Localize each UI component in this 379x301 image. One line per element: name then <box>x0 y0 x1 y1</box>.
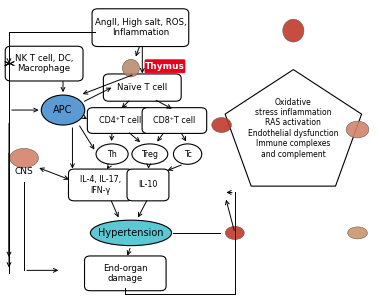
Ellipse shape <box>348 227 367 239</box>
Text: CD8⁺T cell: CD8⁺T cell <box>153 116 196 125</box>
FancyBboxPatch shape <box>127 169 169 201</box>
Ellipse shape <box>96 144 128 164</box>
Text: Treg: Treg <box>141 150 158 159</box>
Text: Hypertension: Hypertension <box>98 228 164 238</box>
Text: Thymus: Thymus <box>145 62 185 71</box>
FancyBboxPatch shape <box>103 74 181 101</box>
Ellipse shape <box>174 144 202 164</box>
FancyBboxPatch shape <box>69 169 133 201</box>
Ellipse shape <box>41 95 85 125</box>
Text: APC: APC <box>53 105 73 115</box>
Text: Oxidative
stress inflammation
RAS activation
Endothelial dysfunction
Immune comp: Oxidative stress inflammation RAS activa… <box>248 98 338 159</box>
Text: CNS: CNS <box>15 167 33 176</box>
Text: IL-4, IL-17,
IFN-γ: IL-4, IL-17, IFN-γ <box>80 175 121 195</box>
Text: Th: Th <box>107 150 117 159</box>
Ellipse shape <box>132 144 168 164</box>
Text: NK T cell, DC,
Macrophage: NK T cell, DC, Macrophage <box>15 54 73 73</box>
Ellipse shape <box>90 220 172 246</box>
FancyBboxPatch shape <box>87 108 152 133</box>
Text: Tc: Tc <box>184 150 191 159</box>
Ellipse shape <box>283 19 304 42</box>
FancyBboxPatch shape <box>145 60 185 73</box>
Text: IL-10: IL-10 <box>138 181 158 189</box>
Text: AngII, High salt, ROS,
Inflammation: AngII, High salt, ROS, Inflammation <box>95 18 186 37</box>
FancyBboxPatch shape <box>5 46 83 81</box>
Ellipse shape <box>122 59 139 77</box>
Ellipse shape <box>10 148 38 168</box>
Text: CD4⁺T cell: CD4⁺T cell <box>99 116 141 125</box>
Text: End-organ
damage: End-organ damage <box>103 264 147 283</box>
Polygon shape <box>225 70 362 186</box>
Ellipse shape <box>226 226 244 240</box>
FancyBboxPatch shape <box>92 9 189 47</box>
FancyBboxPatch shape <box>85 256 166 291</box>
FancyBboxPatch shape <box>142 108 207 133</box>
Ellipse shape <box>212 118 232 132</box>
Text: Naïve T cell: Naïve T cell <box>117 83 168 92</box>
Ellipse shape <box>346 121 369 138</box>
